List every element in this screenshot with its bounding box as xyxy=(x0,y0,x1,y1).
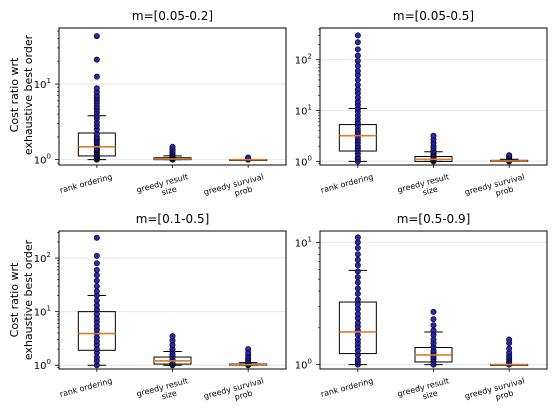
data-point xyxy=(354,290,361,297)
data-point xyxy=(93,234,100,241)
box-1 xyxy=(77,33,116,163)
data-point xyxy=(430,316,437,323)
data-point xyxy=(354,285,361,292)
data-point xyxy=(354,279,361,286)
x-tick-label: rank ordering xyxy=(320,172,375,195)
box-3 xyxy=(490,152,529,165)
y-tick-label: 100 xyxy=(34,358,51,372)
data-point xyxy=(354,46,361,53)
data-point xyxy=(354,57,361,64)
data-point xyxy=(93,266,100,273)
chart-title: m=[0.1-0.5] xyxy=(136,212,210,226)
y-axis-label-bottom: Cost ratio wrt exhaustive best order xyxy=(8,239,35,360)
y-tick-label: 100 xyxy=(295,154,312,168)
y-axis-label-line1: Cost ratio wrt xyxy=(8,262,21,337)
data-point xyxy=(430,132,437,139)
box-3 xyxy=(490,336,529,368)
data-point xyxy=(354,301,361,308)
data-point xyxy=(354,63,361,70)
data-point xyxy=(354,81,361,88)
x-tick-label: greedy resultsize xyxy=(135,376,191,407)
box-1 xyxy=(77,234,116,369)
chart-title: m=[0.05-0.2] xyxy=(132,9,213,23)
y-tick-label: 100 xyxy=(34,153,51,167)
box-1 xyxy=(338,234,377,368)
box-2 xyxy=(153,333,192,369)
y-tick-label: 101 xyxy=(34,77,51,91)
chart-panel-4: 100 101 rank ordering greedy resultsize gree… xyxy=(295,212,548,409)
y-tick-label: 102 xyxy=(295,53,312,67)
data-point xyxy=(354,32,361,39)
data-point xyxy=(245,346,252,353)
data-point xyxy=(354,310,361,317)
box-1 xyxy=(338,32,377,165)
data-point xyxy=(354,274,361,281)
y-axis-label-line1: Cost ratio wrt xyxy=(8,57,21,132)
chart-title: m=[0.5-0.9] xyxy=(397,212,471,226)
x-tick-label: greedy resultsize xyxy=(135,172,191,203)
x-tick-label: greedy survivalprob xyxy=(464,376,528,409)
data-point xyxy=(93,297,100,304)
data-point xyxy=(506,336,513,343)
data-point xyxy=(506,152,513,159)
data-point xyxy=(354,67,361,74)
data-point xyxy=(506,345,513,352)
data-point xyxy=(430,322,437,329)
box-3 xyxy=(229,154,268,163)
x-tick-label: greedy resultsize xyxy=(396,376,452,407)
data-point xyxy=(354,256,361,263)
box-3 xyxy=(229,346,268,369)
data-point xyxy=(93,73,100,80)
box-2 xyxy=(414,308,453,368)
x-tick-label: greedy survivalprob xyxy=(464,172,528,205)
chart-panel-3: 100 101 102 rank ordering greedy resultsize g… xyxy=(34,212,287,409)
y-tick-label: 101 xyxy=(295,104,312,118)
y-tick-label: 100 xyxy=(295,358,312,372)
data-point xyxy=(93,283,100,290)
data-point xyxy=(354,268,361,275)
data-point xyxy=(93,260,100,267)
chart-title: m=[0.05-0.5] xyxy=(393,9,474,23)
data-point xyxy=(93,56,100,63)
chart-panel-2: 100 101 102 rank ordering greedy resultsize g… xyxy=(295,9,548,205)
data-point xyxy=(430,308,437,315)
data-point xyxy=(169,143,176,150)
data-point xyxy=(93,288,100,295)
x-tick-label: greedy survivalprob xyxy=(203,172,267,205)
data-point xyxy=(93,33,100,40)
data-point xyxy=(354,234,361,241)
data-point xyxy=(354,239,361,246)
data-point xyxy=(93,302,100,309)
data-point xyxy=(93,272,100,279)
x-tick-label: greedy survivalprob xyxy=(203,376,267,409)
box-2 xyxy=(414,132,453,165)
data-point xyxy=(354,39,361,46)
data-point xyxy=(169,333,176,340)
x-tick-label: rank ordering xyxy=(59,172,114,195)
y-axis-label-line2: exhaustive best order xyxy=(22,239,35,360)
y-tick-label: 101 xyxy=(34,305,51,319)
y-axis-label-top: Cost ratio wrt exhaustive best order xyxy=(8,34,35,155)
data-point xyxy=(93,252,100,259)
y-axis-label-line2: exhaustive best order xyxy=(22,34,35,155)
box-2 xyxy=(153,143,192,163)
chart-panel-1: 100 101 rank ordering greedy resultsize gree… xyxy=(34,9,287,205)
x-tick-label: greedy resultsize xyxy=(396,172,452,203)
data-point xyxy=(93,85,100,92)
data-point xyxy=(354,262,361,269)
data-point xyxy=(430,327,437,334)
data-point xyxy=(354,52,361,59)
data-point xyxy=(354,76,361,83)
y-tick-label: 102 xyxy=(34,251,51,265)
data-point xyxy=(354,251,361,258)
data-point xyxy=(354,245,361,252)
y-tick-label: 101 xyxy=(295,235,312,249)
data-point xyxy=(93,277,100,284)
x-tick-label: rank ordering xyxy=(320,376,375,399)
data-point xyxy=(354,296,361,303)
x-tick-label: rank ordering xyxy=(59,376,114,399)
